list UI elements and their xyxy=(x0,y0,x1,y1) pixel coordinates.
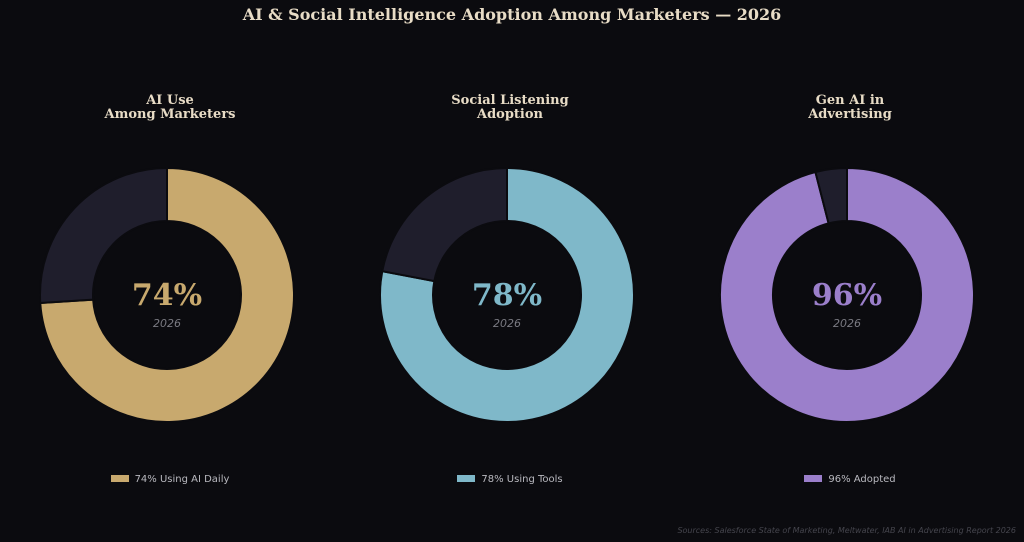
legend-swatch xyxy=(804,474,823,482)
source-note: Sources: Salesforce State of Marketing, … xyxy=(677,526,1016,535)
donut-slice-value xyxy=(379,166,635,423)
center-year: 2026 xyxy=(833,317,861,330)
center-percentage: 74% xyxy=(132,278,202,313)
legend-label: 96% Adopted xyxy=(828,474,896,485)
center-year: 2026 xyxy=(153,317,181,330)
legend: 78% Using Tools xyxy=(340,474,680,486)
center-percentage: 96% xyxy=(812,278,882,313)
donut-slices xyxy=(719,166,975,423)
panel-title-line: Adoption xyxy=(476,107,543,122)
center-year: 2026 xyxy=(493,317,521,330)
donut-slice-value xyxy=(39,166,295,423)
legend: 96% Adopted xyxy=(680,474,1020,486)
chart-title: AI & Social Intelligence Adoption Among … xyxy=(242,5,782,24)
panel-title: Social Listening Adoption xyxy=(340,94,680,122)
donut-slices xyxy=(379,166,635,423)
donut-slice-remainder xyxy=(39,166,168,305)
panel-title: Gen AI in Advertising xyxy=(680,94,1020,122)
legend-swatch xyxy=(457,474,476,482)
legend-swatch xyxy=(110,474,129,482)
donut-slice-remainder xyxy=(381,166,508,283)
legend-label: 78% Using Tools xyxy=(481,474,563,485)
legend-label: 74% Using AI Daily xyxy=(134,474,230,485)
donut-slice-value xyxy=(719,166,975,423)
donut-chart: 74% 2026 xyxy=(39,166,295,423)
donut-chart: 96% 2026 xyxy=(719,166,975,423)
panel-title-line: Advertising xyxy=(808,107,892,122)
donut-slices xyxy=(39,166,295,423)
donut-panel-social-listening: Social Listening Adoption 78% 2026 78% U… xyxy=(340,0,680,542)
panel-title-line: Social Listening xyxy=(451,93,569,108)
panel-title-line: Gen AI in xyxy=(815,93,885,108)
panel-title-line: Among Marketers xyxy=(104,107,236,122)
panel-title: AI Use Among Marketers xyxy=(0,94,340,122)
donut-chart: 78% 2026 xyxy=(379,166,635,423)
donut-panel-ai-use: AI Use Among Marketers 74% 2026 74% Usin… xyxy=(0,0,340,542)
panel-title-line: AI Use xyxy=(146,93,194,108)
donut-panel-gen-ai: Gen AI in Advertising 96% 2026 96% Adopt… xyxy=(680,0,1020,542)
center-percentage: 78% xyxy=(472,278,542,313)
legend: 74% Using AI Daily xyxy=(0,474,340,486)
donut-slice-remainder xyxy=(814,166,848,225)
